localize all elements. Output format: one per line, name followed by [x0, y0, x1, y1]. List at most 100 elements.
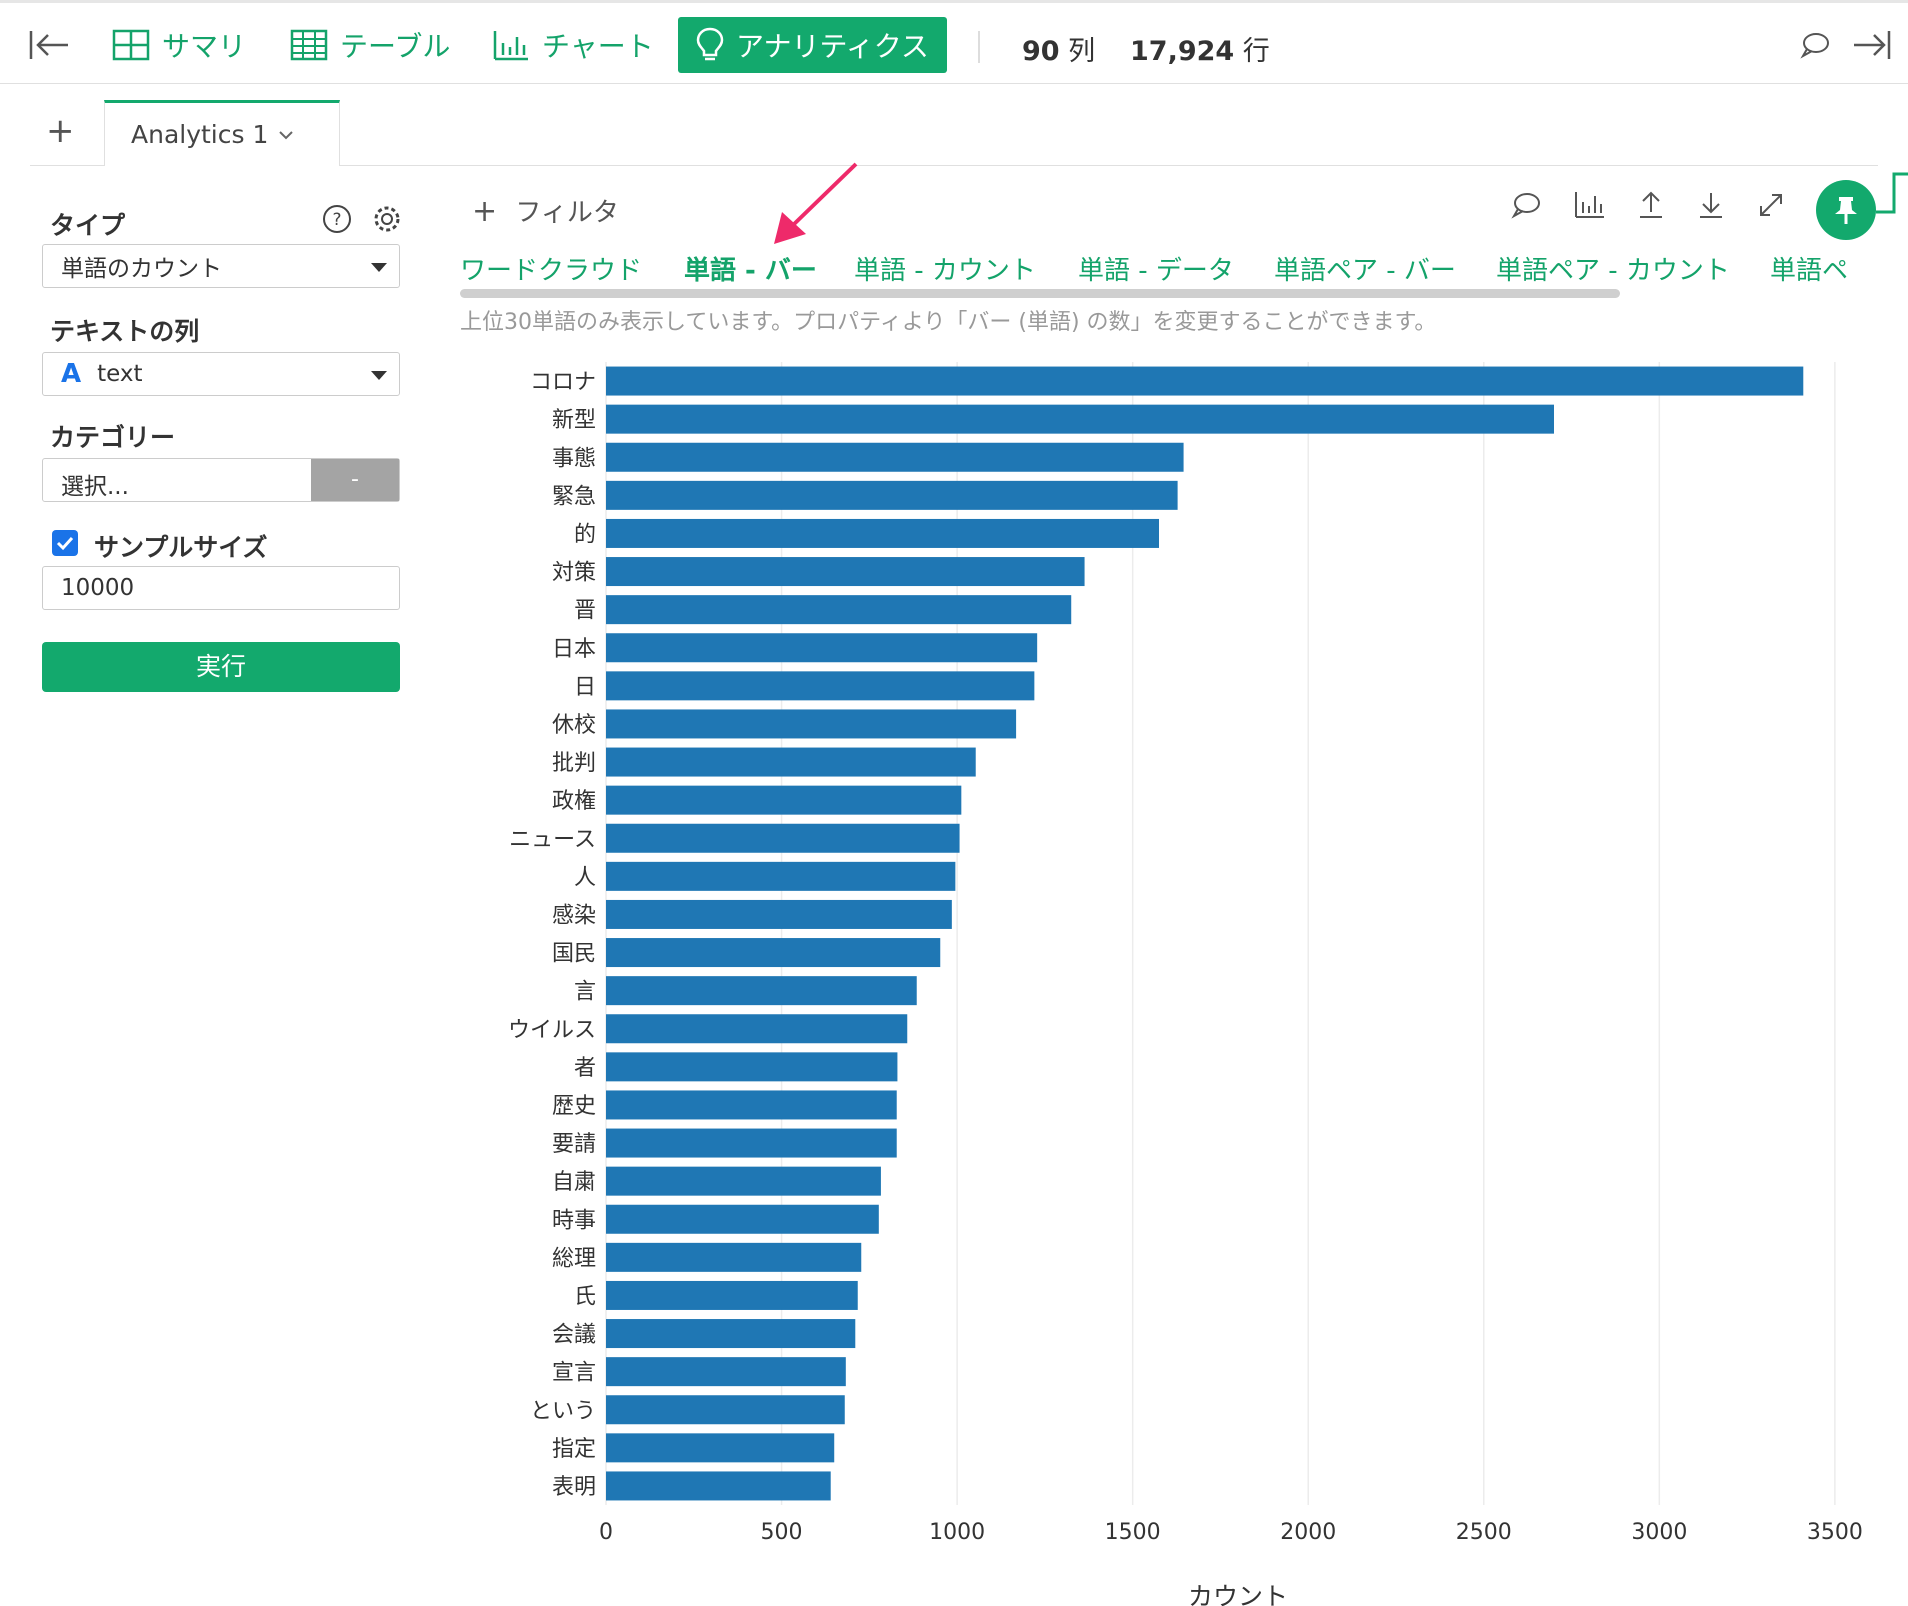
- subtab-word-count[interactable]: 単語 - カウント: [854, 256, 1036, 286]
- sample-size-checkbox[interactable]: [52, 530, 78, 556]
- pointer-arrow-icon: [774, 162, 858, 244]
- caret-down-icon: [371, 371, 387, 380]
- collapse-left-icon[interactable]: [28, 29, 72, 61]
- category-clear-button[interactable]: -: [311, 459, 399, 501]
- help-icon[interactable]: ?: [322, 204, 352, 234]
- bar[interactable]: [606, 747, 976, 777]
- table-icon: [290, 29, 328, 61]
- nav-analytics-label: アナリティクス: [736, 30, 929, 63]
- bar[interactable]: [606, 366, 1804, 396]
- subtab-word-pair-more[interactable]: 単語ペ: [1770, 256, 1849, 286]
- download-icon[interactable]: [1696, 190, 1726, 220]
- bar[interactable]: [606, 1204, 879, 1234]
- bar[interactable]: [606, 938, 941, 968]
- bar[interactable]: [606, 557, 1085, 587]
- category-tick-label: 晋: [574, 599, 596, 624]
- category-tick-label: 表明: [552, 1475, 596, 1500]
- column-count-unit: 列: [1068, 36, 1096, 67]
- plus-icon: +: [472, 194, 498, 229]
- category-tick-label: ウイルス: [508, 1018, 596, 1043]
- bar[interactable]: [606, 1395, 845, 1425]
- category-tick-label: 緊急: [552, 484, 596, 509]
- category-tick-label: 休校: [552, 713, 596, 738]
- pin-button[interactable]: [1816, 180, 1876, 240]
- bar[interactable]: [606, 1319, 856, 1349]
- add-tab-icon[interactable]: +: [46, 111, 75, 151]
- run-button[interactable]: 実行: [42, 642, 400, 692]
- category-tick-label: 国民: [552, 942, 596, 967]
- x-axis-label: カウント: [1188, 1582, 1288, 1606]
- bar[interactable]: [606, 404, 1554, 434]
- bar[interactable]: [606, 1357, 846, 1387]
- category-tick-label: コロナ: [530, 370, 596, 395]
- analytics-tab-strip: + Analytics 1: [30, 100, 1878, 166]
- bar[interactable]: [606, 1090, 897, 1120]
- bar[interactable]: [606, 1052, 898, 1082]
- bar[interactable]: [606, 442, 1184, 472]
- nav-summary-button[interactable]: サマリ: [112, 17, 246, 73]
- category-tick-label: 日: [574, 675, 596, 700]
- nav-chart-label: チャート: [542, 30, 654, 63]
- svg-text:?: ?: [332, 210, 341, 230]
- bar[interactable]: [606, 1433, 835, 1463]
- x-tick-label: 500: [761, 1520, 803, 1545]
- nav-analytics-button[interactable]: アナリティクス: [678, 17, 947, 73]
- sample-size-input[interactable]: 10000: [42, 566, 400, 610]
- type-select-value: 単語のカウント: [61, 256, 222, 282]
- bar[interactable]: [606, 1128, 897, 1158]
- bar[interactable]: [606, 1471, 831, 1501]
- expand-icon[interactable]: [1756, 190, 1786, 220]
- subtab-word-data[interactable]: 単語 - データ: [1078, 256, 1234, 286]
- bar[interactable]: [606, 1014, 908, 1044]
- bar[interactable]: [606, 480, 1178, 510]
- subtab-word-pair-count[interactable]: 単語ペア - カウント: [1496, 256, 1730, 286]
- bar[interactable]: [606, 785, 962, 815]
- chevron-down-icon[interactable]: [278, 129, 294, 141]
- type-label: タイプ: [50, 211, 126, 240]
- category-tick-label: 時事: [552, 1208, 596, 1233]
- bar[interactable]: [606, 671, 1035, 701]
- tab-analytics-1[interactable]: Analytics 1: [104, 100, 340, 166]
- collapse-right-icon[interactable]: [1852, 29, 1892, 61]
- bar[interactable]: [606, 899, 952, 929]
- text-column-select[interactable]: A text: [42, 352, 400, 396]
- category-tick-label: 宣言: [552, 1361, 596, 1386]
- bar[interactable]: [606, 633, 1038, 663]
- category-tick-label: 氏: [574, 1284, 596, 1309]
- comment-icon[interactable]: [1510, 190, 1542, 220]
- subtab-word-cloud[interactable]: ワードクラウド: [460, 256, 643, 286]
- filter-button[interactable]: + フィルタ: [472, 192, 619, 229]
- bar[interactable]: [606, 709, 1017, 739]
- subtab-word-bar[interactable]: 単語 - バー: [684, 256, 817, 286]
- type-select[interactable]: 単語のカウント: [42, 244, 400, 288]
- chart-settings-icon[interactable]: [1574, 190, 1606, 220]
- category-select[interactable]: 選択... -: [42, 458, 400, 502]
- bar[interactable]: [606, 518, 1159, 548]
- category-tick-label: 総理: [552, 1246, 596, 1271]
- bar[interactable]: [606, 595, 1072, 625]
- category-tick-label: 政権: [552, 789, 596, 814]
- gear-icon[interactable]: [372, 204, 402, 234]
- x-tick-label: 1500: [1105, 1520, 1161, 1545]
- nav-chart-button[interactable]: チャート: [492, 17, 654, 73]
- bar-chart-icon: [493, 31, 528, 61]
- category-tick-label: 者: [574, 1056, 596, 1081]
- column-count-value: 90: [1022, 36, 1060, 67]
- category-placeholder: 選択...: [61, 474, 129, 500]
- bar[interactable]: [606, 1242, 862, 1272]
- category-tick-label: 的: [574, 522, 596, 547]
- bar[interactable]: [606, 976, 917, 1006]
- bar[interactable]: [606, 823, 960, 853]
- bar[interactable]: [606, 1280, 858, 1310]
- category-tick-label: という: [530, 1399, 596, 1424]
- bar[interactable]: [606, 861, 956, 891]
- nav-table-button[interactable]: テーブル: [290, 17, 450, 73]
- bar[interactable]: [606, 1166, 881, 1196]
- column-count: 90 列: [1022, 29, 1095, 68]
- upload-icon[interactable]: [1636, 190, 1666, 220]
- subtab-scrollbar[interactable]: [460, 289, 1620, 298]
- x-tick-label: 1000: [929, 1520, 985, 1545]
- comment-icon[interactable]: [1800, 31, 1830, 59]
- subtab-word-pair-bar[interactable]: 単語ペア - バー: [1274, 256, 1456, 286]
- filter-label: フィルタ: [515, 198, 619, 228]
